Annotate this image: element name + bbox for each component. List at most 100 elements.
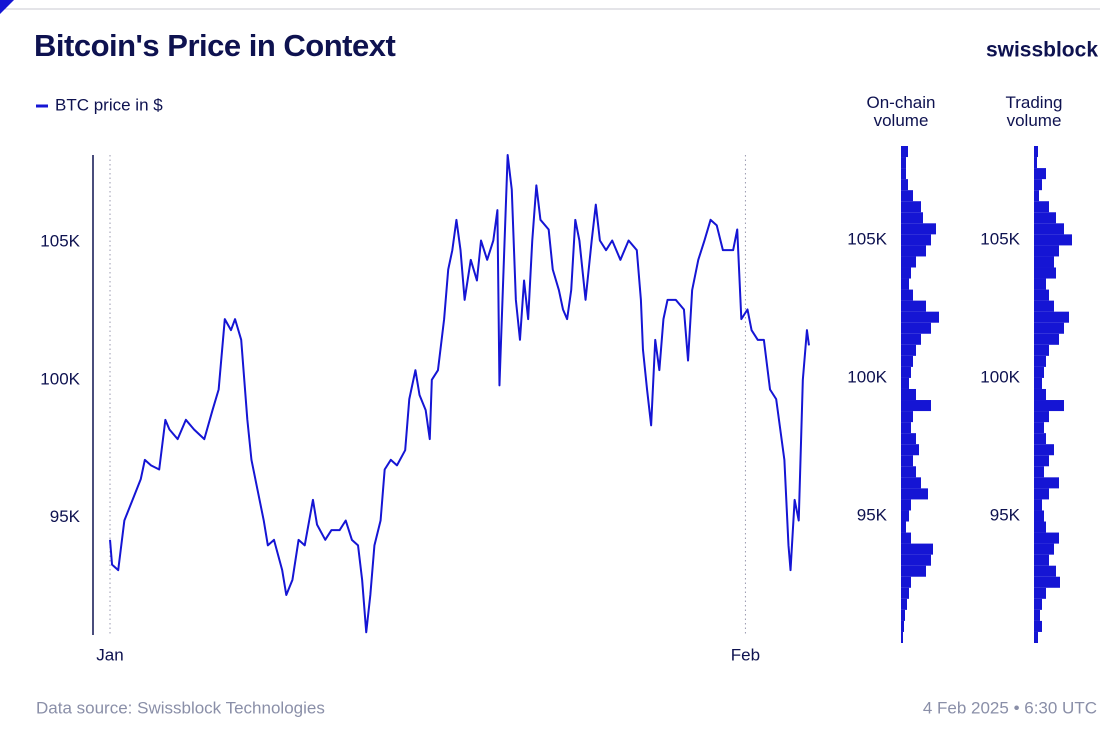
volume-bar <box>901 190 913 202</box>
volume-bar <box>1034 422 1044 434</box>
volume-bar <box>1034 532 1059 544</box>
volume-bar <box>1034 499 1042 511</box>
volume-bar <box>1034 388 1046 401</box>
legend-label: BTC price in $ <box>55 95 163 114</box>
volume-bar <box>901 543 933 555</box>
x-tick-label: Feb <box>731 645 760 664</box>
volume-bar <box>901 455 913 467</box>
volume-bar <box>901 377 909 389</box>
y-tick-label: 105K <box>980 229 1020 248</box>
volume-bar <box>901 179 908 191</box>
volume-bar <box>901 168 906 180</box>
chart-title: Bitcoin's Price in Context <box>34 28 395 63</box>
y-tick-label: 105K <box>847 229 887 248</box>
y-tick-label: 95K <box>50 507 81 526</box>
volume-bar <box>1034 587 1046 599</box>
volume-bar <box>1034 157 1037 169</box>
volume-bar <box>1034 411 1049 423</box>
volume-bar <box>901 433 916 445</box>
y-tick-label: 100K <box>40 369 80 388</box>
volume-bar <box>1034 400 1064 412</box>
volume-bar <box>901 499 911 511</box>
volume-bar <box>901 521 906 533</box>
volume-bar <box>901 488 928 500</box>
volume-bar <box>1034 598 1042 610</box>
volume-bar <box>1034 289 1049 301</box>
volume-bar <box>901 466 916 478</box>
volume-bar <box>901 477 921 489</box>
volume-bar <box>1034 521 1046 533</box>
price-line <box>109 154 810 634</box>
volume-bar <box>901 631 903 643</box>
brand: swissblock <box>986 39 1098 62</box>
volume-bar <box>901 278 909 290</box>
volume-bar <box>1034 146 1038 158</box>
volume-bar <box>901 322 931 334</box>
volume-bar <box>1034 168 1046 180</box>
volume-bar <box>1034 466 1044 478</box>
volume-bar <box>901 333 921 345</box>
y-tick-label: 105K <box>40 231 80 250</box>
volume-bar <box>1034 565 1056 577</box>
volume-bar <box>1034 223 1064 235</box>
volume-bar <box>901 311 939 323</box>
volume-bar <box>901 234 931 246</box>
volume-bar <box>901 300 926 312</box>
volume-bar <box>1034 377 1042 389</box>
volume-bar <box>901 587 909 599</box>
volume-bar <box>901 256 916 268</box>
volume-bar <box>901 212 923 224</box>
volume-bar <box>1034 620 1042 632</box>
volume-bar <box>901 157 906 169</box>
volume-bar <box>1034 201 1049 213</box>
volume-bar <box>1034 245 1059 257</box>
volume-bar <box>1034 444 1054 456</box>
volume-bar <box>901 598 907 610</box>
volume-bar <box>1034 322 1064 334</box>
volume-bar <box>901 422 911 434</box>
volume-bar <box>901 344 916 356</box>
y-tick-label: 95K <box>857 505 888 524</box>
volume-bar <box>901 411 913 423</box>
volume-bar <box>901 554 931 566</box>
timestamp: 4 Feb 2025 • 6:30 UTC <box>923 698 1097 717</box>
volume-bar <box>901 576 911 588</box>
volume-bar <box>901 146 908 158</box>
volume-bar <box>1034 576 1060 588</box>
corner-mark <box>0 0 14 14</box>
source-note: Data source: Swissblock Technologies <box>36 698 325 717</box>
volume-bar <box>901 565 926 577</box>
volume-bar <box>1034 212 1056 224</box>
volume-bar <box>901 400 931 412</box>
y-tick-label: 95K <box>990 505 1021 524</box>
y-tick-label: 100K <box>980 367 1020 386</box>
volume-bar <box>901 609 905 621</box>
volume-bar <box>901 355 913 367</box>
volume-bar <box>1034 510 1044 522</box>
y-tick-label: 100K <box>847 367 887 386</box>
volume-bar <box>1034 311 1069 323</box>
volume-bar <box>1034 267 1056 279</box>
volume-bar <box>1034 609 1040 621</box>
volume-bar <box>1034 433 1046 445</box>
volume-bar <box>1034 488 1049 500</box>
volume-bar <box>1034 355 1046 367</box>
volume-bar <box>1034 190 1039 202</box>
volume-bar <box>901 289 913 301</box>
volume-bar <box>901 201 921 213</box>
volume-bar <box>901 388 916 401</box>
volume-bar <box>1034 543 1054 555</box>
volume-bar <box>901 366 911 378</box>
volume-bar <box>1034 366 1044 378</box>
volume-bar <box>1034 333 1059 345</box>
volume-bar <box>901 532 911 544</box>
panel-title: On-chain volume <box>866 93 936 130</box>
volume-bar <box>1034 300 1054 312</box>
volume-bar <box>901 223 936 235</box>
volume-bar <box>901 245 926 257</box>
volume-bar <box>1034 455 1049 467</box>
volume-bar <box>1034 631 1038 643</box>
volume-bar <box>1034 554 1049 566</box>
